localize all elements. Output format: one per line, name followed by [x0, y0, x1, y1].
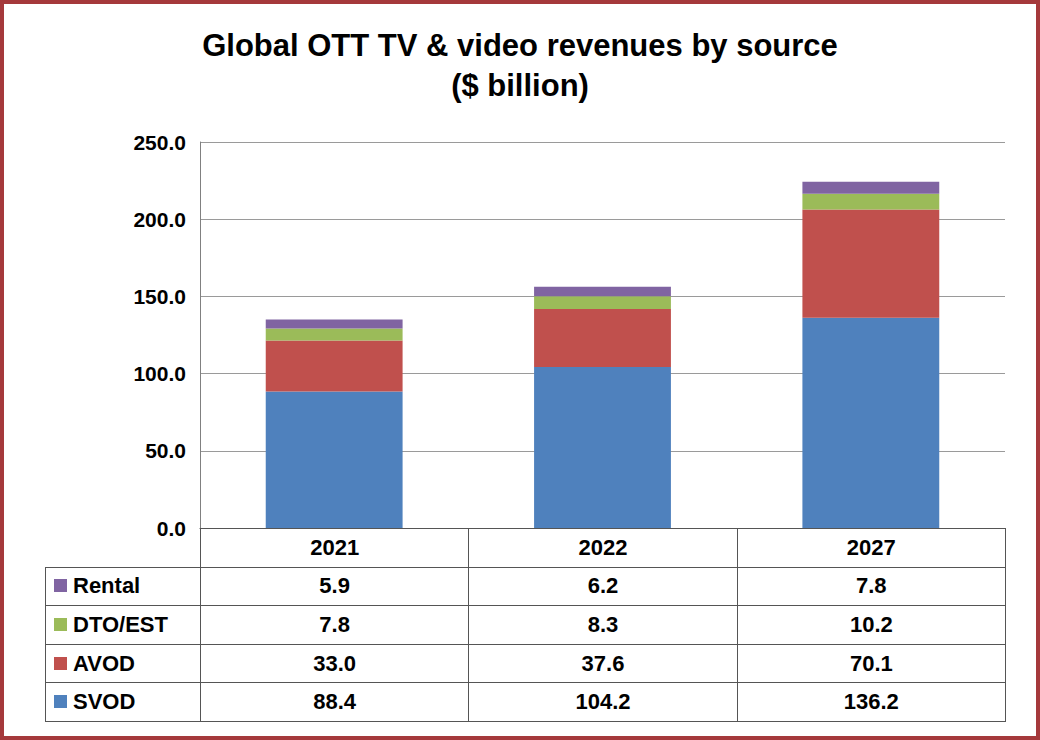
- html-text:33.0: 33.0: [313, 650, 357, 676]
- html-text:136.2: 136.2: [843, 689, 899, 715]
- svg-text:250.0: 250.0: [133, 131, 186, 154]
- svg-text:150.0: 150.0: [133, 285, 186, 308]
- svg-text:50.0: 50.0: [145, 439, 186, 462]
- html-text:AVOD: AVOD: [73, 650, 135, 676]
- html-text:70.1: 70.1: [849, 650, 893, 676]
- html-text:5.9: 5.9: [319, 573, 350, 599]
- svg-text:0.0: 0.0: [156, 516, 186, 540]
- html-text:8.3: 8.3: [587, 612, 619, 637]
- html-text:104.2: 104.2: [575, 689, 631, 715]
- html-text:88.4: 88.4: [313, 689, 357, 715]
- html-text:2027: 2027: [846, 534, 896, 560]
- html-text:6.2: 6.2: [587, 573, 619, 599]
- svg-text:($ billion): ($ billion): [451, 68, 589, 103]
- html-text:SVOD: SVOD: [73, 689, 136, 715]
- html-text:7.8: 7.8: [856, 573, 887, 599]
- html-text:DTO/EST: DTO/EST: [73, 612, 168, 637]
- svg-text:Global OTT TV & video revenues: Global OTT TV & video revenues by source: [202, 28, 838, 63]
- html-text:2021: 2021: [310, 534, 360, 560]
- html-text:10.2: 10.2: [849, 612, 893, 637]
- svg-text:200.0: 200.0: [133, 208, 186, 231]
- html-text:37.6: 37.6: [581, 650, 625, 676]
- html-text:2022: 2022: [578, 534, 628, 560]
- html-text:7.8: 7.8: [319, 612, 350, 637]
- html-text:Rental: Rental: [73, 573, 141, 599]
- svg-text:100.0: 100.0: [133, 362, 186, 385]
